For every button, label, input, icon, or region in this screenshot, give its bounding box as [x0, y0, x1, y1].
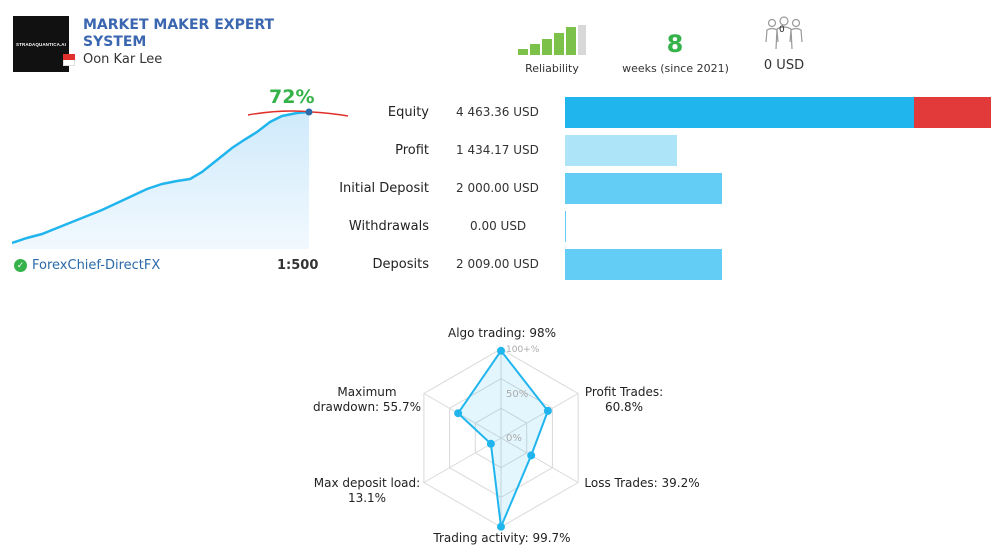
- growth-chart[interactable]: [12, 104, 352, 249]
- broker-name[interactable]: ForexChief-DirectFX: [32, 258, 161, 273]
- reliability-label: Reliability: [525, 62, 579, 75]
- equity-bar: [565, 97, 914, 128]
- radar-tick-0: 0%: [506, 433, 522, 444]
- radar-point-2: [527, 451, 536, 460]
- withdrawals-label: Withdrawals: [348, 219, 429, 234]
- initial-deposit-bar: [565, 173, 722, 204]
- reliability-bars-icon: [518, 25, 588, 55]
- deposits-bar: [565, 249, 722, 280]
- radar-polygon: [456, 349, 550, 531]
- equity-label: Equity: [387, 105, 429, 120]
- growth-percent: 72%: [269, 86, 315, 108]
- radar-axis-line-1: [500, 393, 579, 439]
- initial-deposit-value: 2 000.00 USD: [456, 181, 539, 195]
- radar-point-4: [486, 439, 495, 448]
- leverage: 1:500: [277, 258, 319, 273]
- weeks-label: weeks (since 2021): [622, 62, 729, 75]
- radar-tick-50: 50%: [506, 389, 528, 400]
- broker-link[interactable]: ✓ ForexChief-DirectFX: [14, 258, 160, 273]
- radar-label-deposit-load: Max deposit load: 13.1%: [313, 476, 421, 505]
- profit-bar: [565, 135, 677, 166]
- profit-label: Profit: [395, 143, 429, 158]
- radar-label-loss-trades: Loss Trades: 39.2%: [584, 476, 700, 490]
- radar-point-1: [543, 406, 552, 415]
- author-name[interactable]: Oon Kar Lee: [83, 52, 163, 67]
- signal-title[interactable]: MARKET MAKER EXPERT SYSTEM: [83, 17, 275, 50]
- strategy-logo: STRADAQUANTICA.AI: [13, 16, 69, 72]
- deposits-label: Deposits: [372, 257, 429, 272]
- radar-point-3: [497, 522, 505, 531]
- check-icon: ✓: [14, 259, 27, 272]
- radar-axis-line-5: [423, 393, 502, 439]
- subscribers-funds: 0 USD: [763, 58, 805, 73]
- radar-label-drawdown: Maximum drawdown: 55.7%: [312, 385, 422, 414]
- radar-chart: 100+% 50% 0%: [423, 345, 579, 531]
- radar-label-algo: Algo trading: 98%: [447, 326, 556, 340]
- growth-line: [12, 110, 310, 245]
- profit-value: 1 434.17 USD: [456, 143, 539, 157]
- withdrawals-value: 0.00 USD: [470, 219, 527, 233]
- radar-point-0: [497, 346, 505, 355]
- initial-deposit-label: Initial Deposit: [339, 181, 429, 196]
- radar-point-5: [454, 409, 463, 418]
- equity-value: 4 463.36 USD: [456, 105, 539, 119]
- radar-axis-line-2: [500, 437, 579, 483]
- subscribers-icon: 0: [762, 16, 806, 52]
- radar-label-trading-activity: Trading activity: 99.7%: [433, 531, 571, 545]
- equity-loss-bar: [914, 97, 991, 128]
- weeks-count: 8: [666, 30, 684, 58]
- withdrawals-bar: [565, 211, 566, 242]
- subscribers-count: 0: [779, 25, 785, 35]
- radar-tick-100: 100+%: [506, 345, 540, 355]
- radar-label-profit-trades: Profit Trades: 60.8%: [584, 385, 664, 414]
- growth-end-point: [305, 108, 313, 116]
- singapore-flag-icon: [63, 54, 75, 66]
- deposits-value: 2 009.00 USD: [456, 257, 539, 271]
